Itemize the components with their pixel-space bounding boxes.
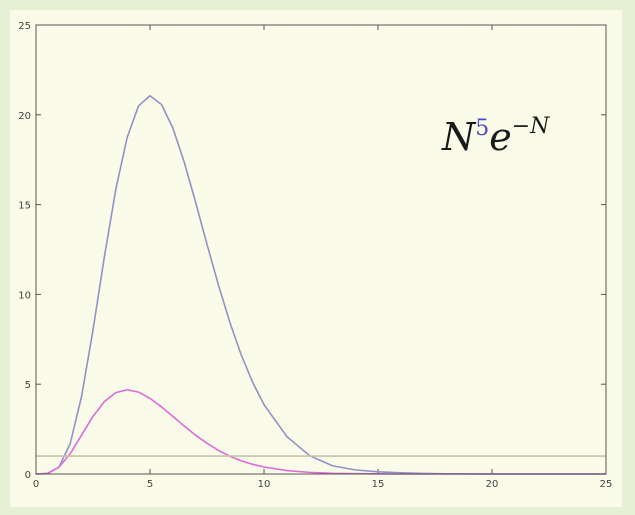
formula-factor-exponent: −N xyxy=(512,114,550,139)
x-tick-label: 0 xyxy=(33,479,39,490)
ticks-layer: 0 5 10 15 20 25 0 5 10 15 20 25 xyxy=(18,21,612,490)
chart-frame: 0 5 10 15 20 25 0 5 10 15 20 25 N5e−N xyxy=(10,10,622,507)
plot-area-border xyxy=(35,24,607,475)
formula-base: N xyxy=(441,115,477,159)
x-tick-label: 5 xyxy=(147,479,153,490)
y-tick-label: 15 xyxy=(18,201,31,212)
formula-factor: e xyxy=(489,115,512,159)
x-tick-label: 10 xyxy=(258,479,271,490)
x-tick-label: 20 xyxy=(486,479,499,490)
series-layer xyxy=(35,94,606,475)
x-tick-label: 15 xyxy=(372,479,385,490)
y-tick-label: 10 xyxy=(18,290,31,301)
y-tick-label: 25 xyxy=(18,21,31,32)
x-tick-label: 25 xyxy=(600,479,613,490)
y-tick-label: 5 xyxy=(25,380,31,391)
y-tick-label: 20 xyxy=(18,111,31,122)
y-tick-label: 0 xyxy=(25,470,31,481)
formula-annotation: N5e−N xyxy=(441,114,550,159)
series-line-n5-exp xyxy=(35,94,606,475)
formula-exponent: 5 xyxy=(475,116,489,141)
